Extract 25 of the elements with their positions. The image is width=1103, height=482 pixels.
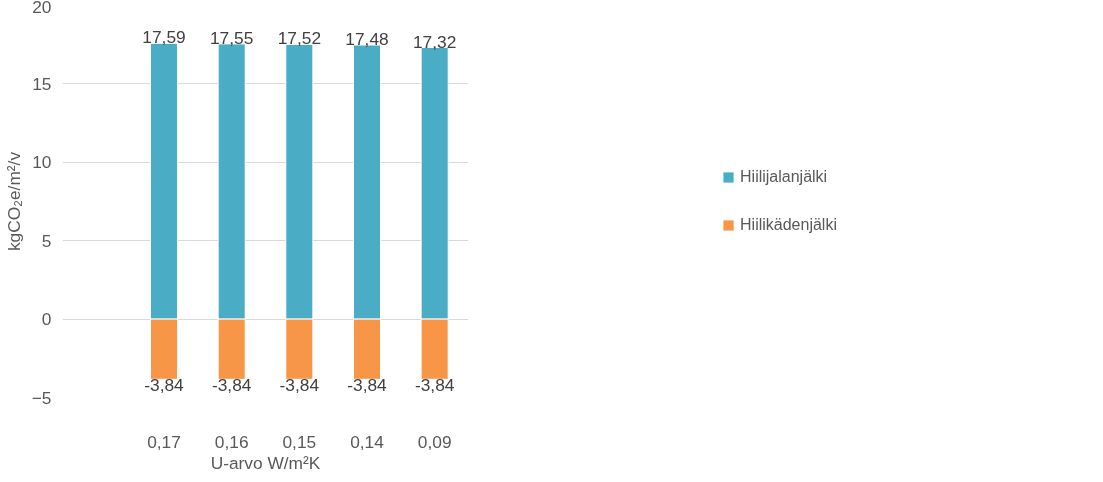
y-tick-label: 0 [41,309,52,330]
data-label: 17,52 [277,28,322,49]
y-tick-label: 10 [32,152,52,173]
y-tick-label: −5 [31,387,52,408]
data-label: -3,84 [211,375,252,396]
data-label: -3,84 [279,375,320,396]
data-label: -3,84 [414,375,455,396]
data-label: 17,32 [412,31,457,52]
y-tick-label: 5 [41,230,52,251]
y-axis-title: kgCO₂e/m²/v [3,151,24,252]
data-label: -3,84 [144,375,185,396]
y-tick-label: 20 [32,0,52,17]
x-tick-label: 0,16 [214,431,249,452]
data-label: 17,48 [345,29,389,50]
x-tick-label: 0,17 [147,431,181,452]
x-axis-title: U-arvo W/m²K [210,452,321,473]
x-tick-label: 0,14 [350,431,385,452]
data-label: 17,55 [209,27,254,48]
x-tick-label: 0,09 [417,431,452,452]
legend-label: Hiilijalanjälki [740,168,828,186]
data-label: 17,59 [142,27,186,48]
x-tick-label: 0,15 [282,431,317,452]
data-label: -3,84 [347,375,388,396]
y-tick-label: 15 [32,73,52,94]
legend-label: Hiilikädenjälki [740,216,837,234]
